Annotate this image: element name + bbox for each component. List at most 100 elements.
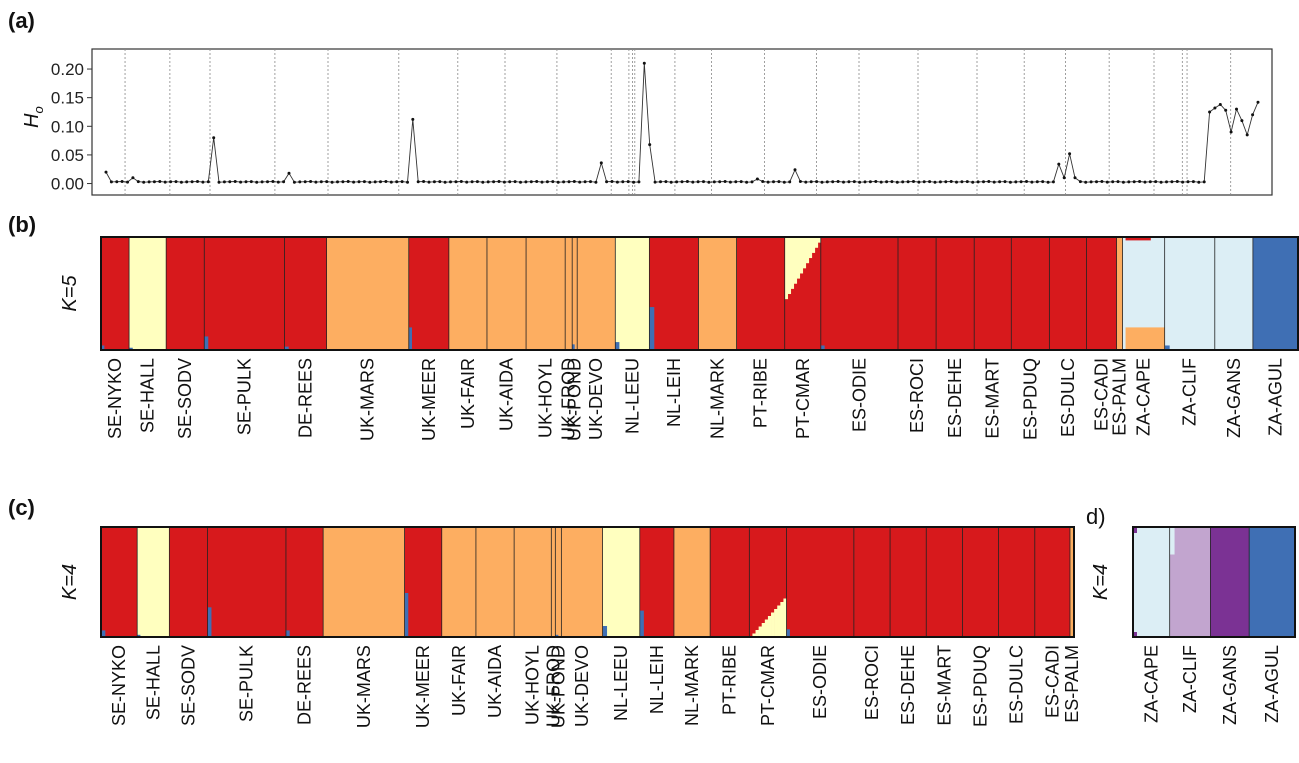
ho-point — [1100, 180, 1104, 183]
population-label: UK-FAIR — [449, 645, 469, 716]
population-label: PT-CMAR — [758, 645, 778, 726]
bar-segment — [811, 237, 816, 253]
ho-point — [298, 180, 302, 184]
plot-frame — [100, 236, 1299, 351]
ho-point — [1143, 180, 1147, 184]
bar-segment — [1086, 237, 1118, 350]
population-block: UK-MEER — [404, 527, 443, 728]
ho-point — [669, 180, 673, 184]
bar-segment — [561, 527, 604, 637]
population-block: NL-LEIH — [648, 237, 699, 427]
ho-point — [152, 180, 156, 184]
population-label: ES-ROCI — [862, 645, 882, 720]
ho-point — [960, 180, 964, 184]
population-label: ES-DULC — [1007, 645, 1027, 724]
bar-segment — [808, 237, 813, 259]
ho-point — [707, 180, 711, 184]
y-axis: 0.00 0.05 0.10 0.15 0.20 — [51, 60, 92, 194]
bar-segment — [408, 237, 450, 350]
bar-segment — [284, 346, 289, 350]
bar-segment — [974, 237, 1012, 350]
ho-point — [1111, 180, 1115, 184]
population-block: ES-DEHE — [889, 527, 927, 725]
bar-segment — [129, 237, 167, 350]
population-block: UK-AIDA — [475, 527, 515, 718]
bar-segment — [1133, 527, 1171, 637]
ho-point — [847, 180, 851, 184]
bar-segment — [441, 527, 477, 637]
ho-point — [815, 180, 819, 184]
population-block: PT-RIBE — [709, 527, 750, 715]
bar-segment — [799, 237, 804, 274]
bar-segment — [890, 527, 927, 637]
ho-point — [179, 180, 183, 184]
population-label: ES-CADI — [1092, 358, 1112, 431]
bar-segment — [752, 633, 756, 637]
ho-point — [1051, 180, 1055, 184]
ho-point — [798, 180, 802, 183]
population-block: ZA-AGUL — [1248, 527, 1296, 723]
population-label: UK-POND — [548, 645, 568, 728]
ho-point — [1154, 180, 1158, 184]
ho-point — [874, 180, 878, 183]
population-block: ES-CADI — [1034, 527, 1071, 718]
population-block: SE-SODV — [165, 237, 205, 439]
ho-point — [443, 180, 447, 184]
population-label: NL-MARK — [682, 645, 702, 726]
bar-segment — [786, 527, 855, 637]
bar-segment — [764, 619, 769, 637]
population-label: UK-FAIR — [458, 358, 478, 429]
bar-segment — [710, 527, 750, 637]
ho-point — [928, 180, 932, 184]
bar-segment — [1069, 527, 1075, 637]
ho-point — [879, 180, 883, 184]
bar-segment — [1210, 527, 1250, 637]
bar-segment — [572, 237, 578, 350]
bar-segment — [404, 527, 443, 637]
ho-point — [912, 180, 915, 183]
bar-segment — [853, 527, 891, 637]
ho-point — [163, 180, 167, 184]
ho-point — [368, 180, 372, 184]
y-tick-label: 0.10 — [51, 117, 84, 136]
ho-point — [459, 180, 463, 183]
ho-point — [599, 161, 603, 165]
population-label: UK-HOYL — [536, 358, 556, 438]
population-label: UK-DEVO — [572, 645, 592, 727]
population-block: ZA-CLIF — [1164, 237, 1216, 426]
ho-point — [1224, 108, 1228, 112]
bar-segment — [1133, 632, 1137, 637]
ho-point — [115, 180, 119, 184]
ho-point — [1089, 180, 1093, 184]
bar-segment — [101, 237, 130, 350]
ho-point — [1197, 180, 1201, 184]
population-label: UK-POND — [565, 358, 585, 441]
bar-segment — [802, 237, 807, 269]
population-block: NL-MARK — [698, 237, 738, 439]
ho-point — [1025, 180, 1028, 183]
bar-segment — [814, 237, 819, 248]
ho-point — [955, 180, 958, 184]
ho-point — [938, 180, 942, 184]
population-label: ES-DULC — [1058, 358, 1078, 437]
bar-segment — [926, 527, 963, 637]
ho-point — [1046, 180, 1050, 184]
ho-point — [266, 180, 269, 184]
bar-segment — [1169, 527, 1211, 637]
population-block: ES-PDUQ — [962, 527, 1000, 727]
bar-segment — [755, 630, 759, 637]
ho-point — [949, 180, 953, 183]
y-tick-label: 0.15 — [51, 89, 84, 108]
ho-point — [158, 180, 162, 183]
ho-point — [362, 180, 366, 184]
bar-segment — [514, 527, 552, 637]
ho-point — [336, 180, 339, 184]
population-block: UK-MARS — [322, 527, 406, 728]
population-block: ZA-CLIF — [1169, 527, 1211, 713]
population-label: ZA-CAPE — [1141, 645, 1161, 723]
ho-point — [389, 180, 393, 184]
ho-point — [244, 180, 248, 184]
ho-point — [1019, 180, 1023, 184]
population-block: SE-HALL — [136, 527, 170, 720]
population-label: ZA-CAPE — [1134, 358, 1154, 436]
